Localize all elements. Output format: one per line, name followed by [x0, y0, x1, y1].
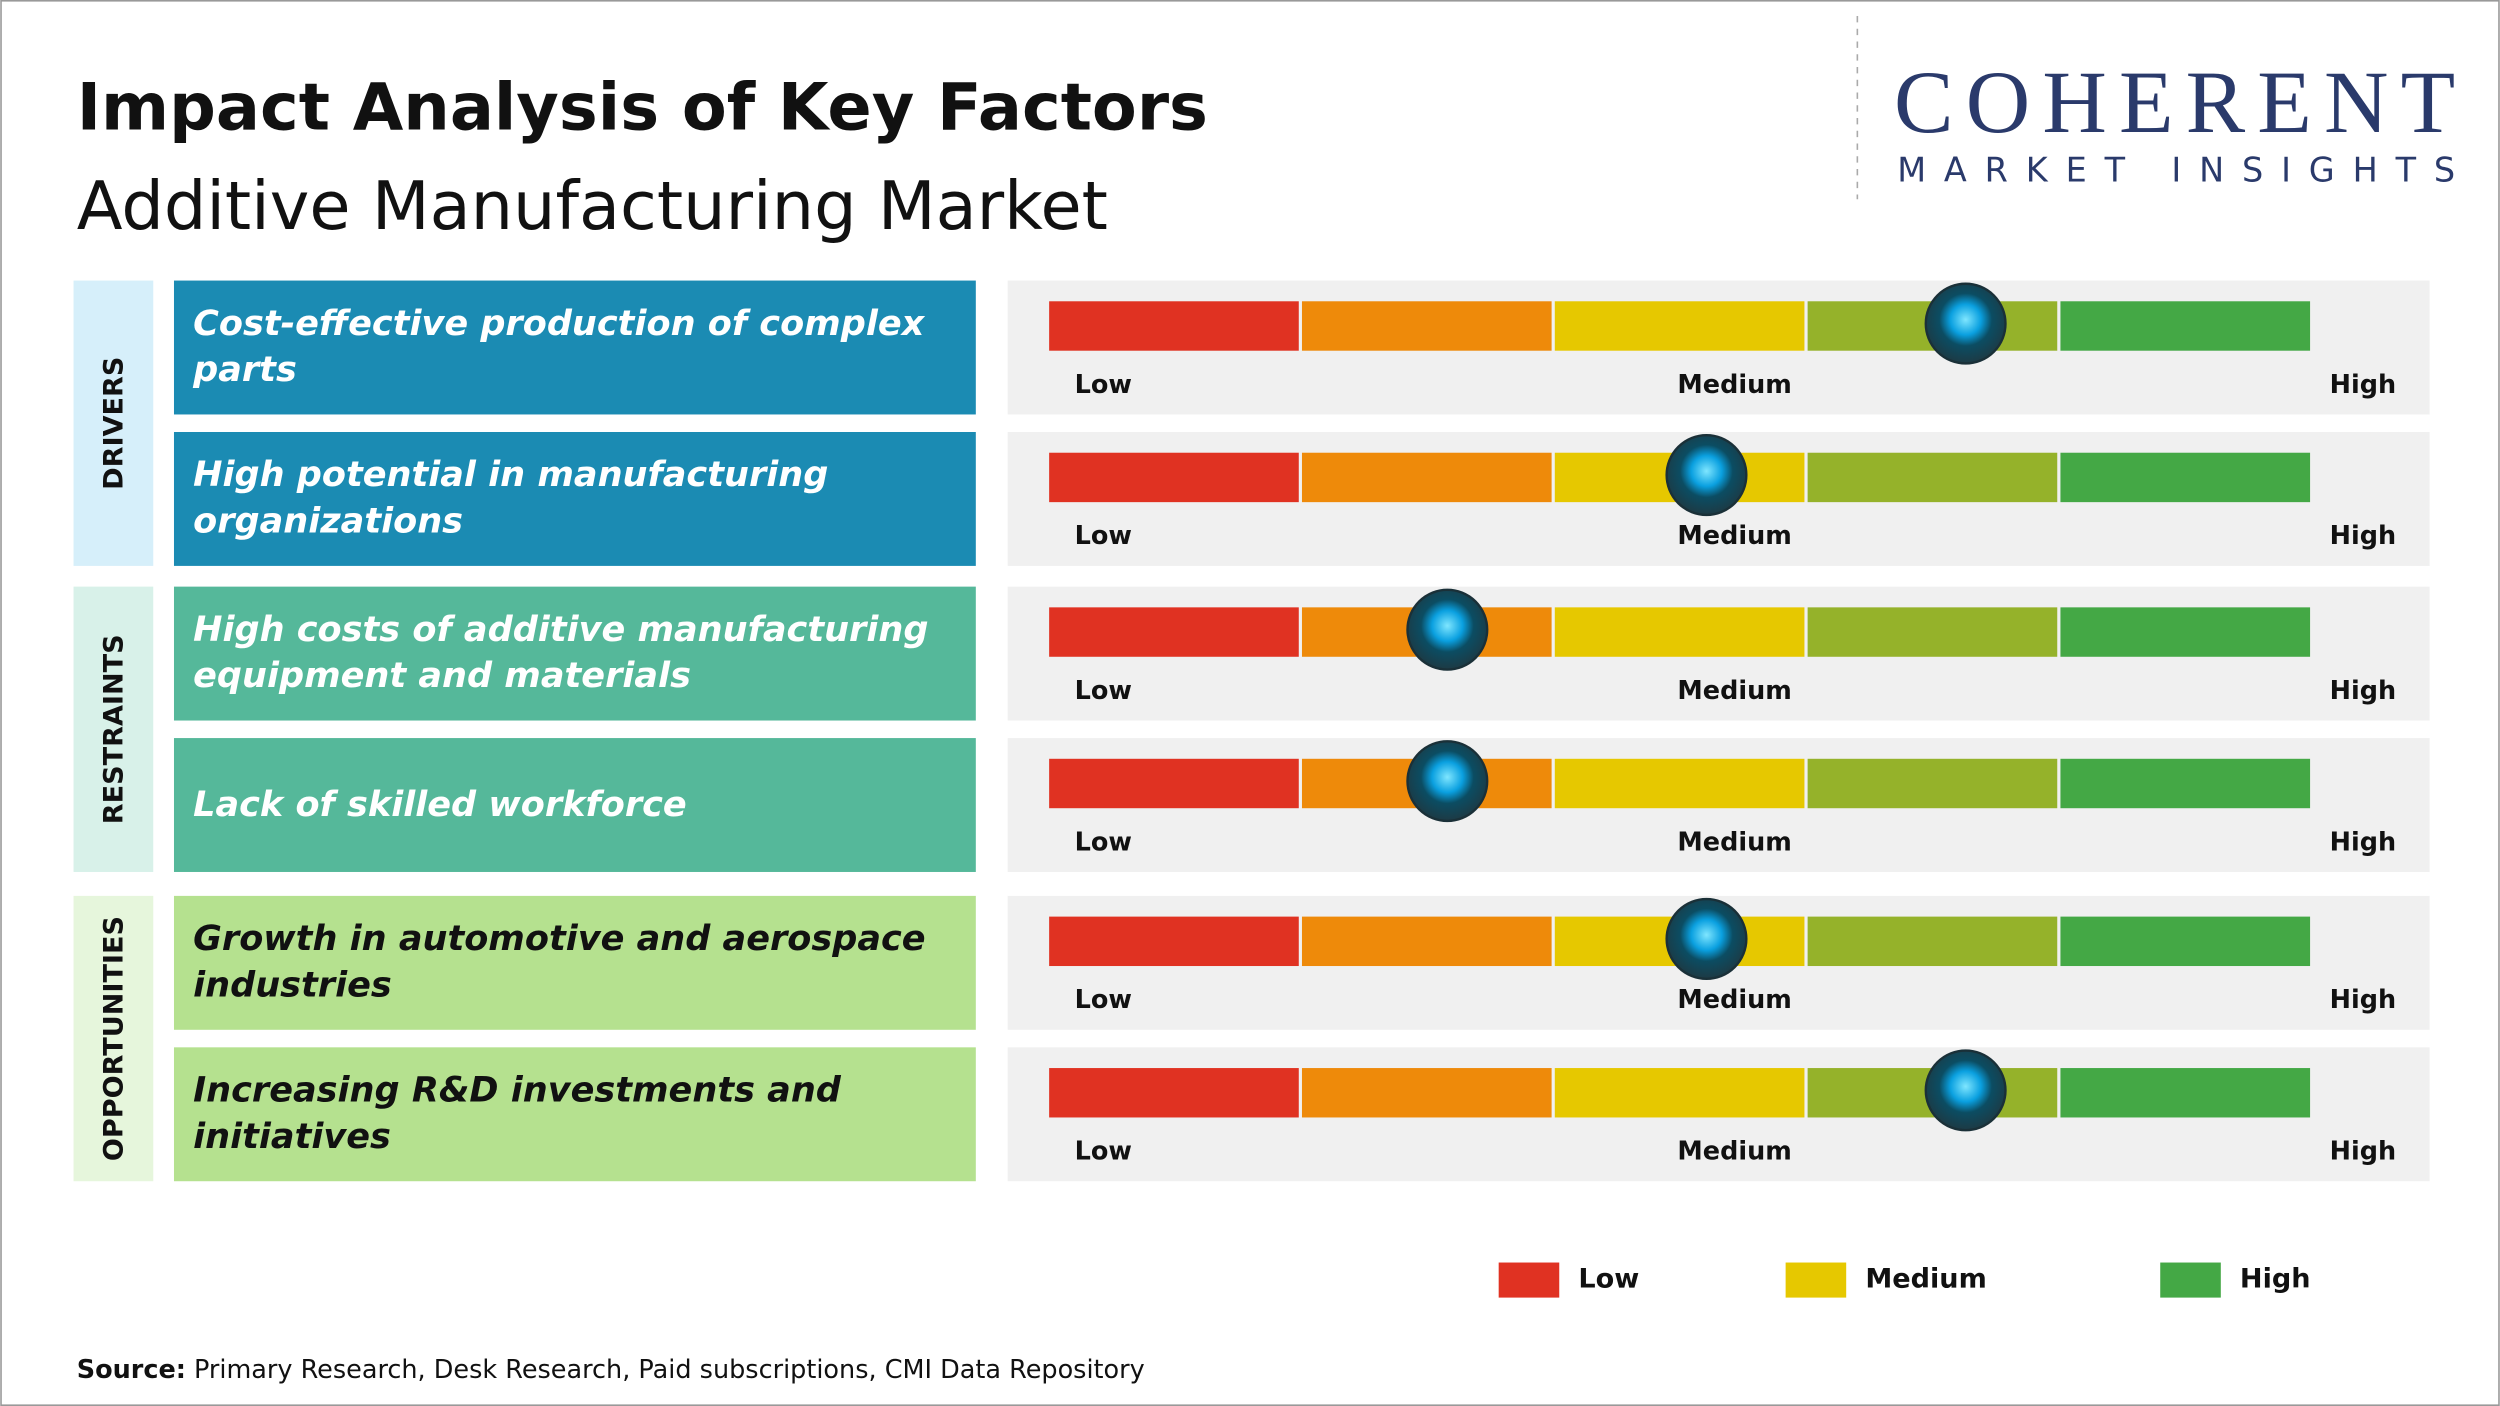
gauge-label: Low	[1075, 985, 1132, 1015]
gauge-label: Medium	[1677, 521, 1791, 551]
gauge-segment	[1301, 301, 1552, 351]
factor-label: High costs of additive manufacturing equ…	[193, 610, 929, 697]
legend-label: Low	[1578, 1264, 1639, 1295]
gauge-segment	[1554, 607, 1805, 657]
factor-label: High potential in manufacturing organiza…	[193, 455, 829, 542]
logo-tagline: MARKET INSIGHTS	[1897, 151, 2455, 190]
gauge-label: High	[2330, 370, 2396, 400]
factor-box	[173, 895, 976, 1030]
gauge-segment	[1807, 758, 2058, 809]
legend-swatch	[1785, 1262, 1847, 1298]
group-label: RESTRAINTS	[98, 634, 129, 824]
legend-label: High	[2240, 1264, 2311, 1295]
impact-knob	[1665, 897, 1748, 980]
gauge-label: Low	[1075, 827, 1132, 857]
title: Impact Analysis of Key Factors	[77, 70, 1208, 146]
factor-text-wrap: Cost-effective production of complex par…	[193, 304, 925, 391]
impact-knob	[1924, 282, 2007, 365]
gauge-segment	[1301, 1068, 1552, 1118]
gauge-label: High	[2330, 1137, 2396, 1167]
factor-label: Lack of skilled workforce	[193, 785, 687, 825]
gauge-label: Medium	[1677, 1137, 1791, 1167]
gauge-label: Medium	[1677, 370, 1791, 400]
gauge-segment	[1807, 452, 2058, 503]
impact-knob	[1406, 740, 1489, 823]
gauge-label: High	[2330, 985, 2396, 1015]
factor-box	[173, 432, 976, 566]
group-box	[73, 586, 154, 872]
subtitle: Additive Manufacturing Market	[77, 167, 1108, 245]
factor-text-wrap: High costs of additive manufacturing equ…	[193, 610, 929, 697]
gauge-segment	[2060, 758, 2311, 809]
gauge-segment	[2060, 1068, 2311, 1118]
gauge-segment	[1049, 607, 1299, 657]
gauge-segment	[2060, 607, 2311, 657]
factor-box	[173, 1047, 976, 1182]
gauge-label: Medium	[1677, 985, 1791, 1015]
gauge-segment	[1554, 758, 1805, 809]
impact-knob	[1665, 433, 1748, 517]
gauge-segment	[1049, 301, 1299, 351]
gauge-segment	[1301, 452, 1552, 503]
factor-label: Growth in automotive and aerospace indus…	[193, 919, 926, 1006]
gauge-segment	[1049, 916, 1299, 967]
factor-label: Cost-effective production of complex par…	[193, 304, 925, 391]
gauge-segment	[1554, 301, 1805, 351]
gauge-segment	[1301, 916, 1552, 967]
factor-text-wrap: High potential in manufacturing organiza…	[193, 455, 829, 542]
impact-knob	[1924, 1049, 2007, 1132]
factor-label: Increasing R&D investments and initiativ…	[193, 1071, 841, 1158]
gauge-label: Medium	[1677, 676, 1791, 706]
gauge-segment	[2060, 916, 2311, 967]
gauge-segment	[1049, 452, 1299, 503]
gauge-label: High	[2330, 521, 2396, 551]
group-label: OPPORTUNITIES	[98, 916, 129, 1161]
gauge-segment	[1049, 758, 1299, 809]
gauge-label: Low	[1075, 370, 1132, 400]
factor-box	[173, 738, 976, 872]
group-box	[73, 280, 154, 566]
source: Source: Primary Research, Desk Research, …	[77, 1355, 1145, 1385]
legend-swatch	[2160, 1262, 2221, 1298]
gauge-label: High	[2330, 676, 2396, 706]
factor-text-wrap: Growth in automotive and aerospace indus…	[193, 919, 926, 1006]
gauge-segment	[1807, 916, 2058, 967]
impact-knob	[1406, 588, 1489, 671]
source-text: Primary Research, Desk Research, Paid su…	[194, 1355, 1145, 1385]
gauge-label: Low	[1075, 521, 1132, 551]
gauge-label: Medium	[1677, 827, 1791, 857]
gauge-segment	[2060, 301, 2311, 351]
legend-swatch	[1498, 1262, 1560, 1298]
group-label: DRIVERS	[98, 357, 129, 490]
gauge-label: Low	[1075, 1137, 1132, 1167]
legend-label: Medium	[1865, 1264, 1986, 1295]
gauge-segment	[2060, 452, 2311, 503]
source-label: Source:	[77, 1355, 186, 1385]
factor-text-wrap: Lack of skilled workforce	[193, 785, 687, 825]
gauge-segment	[1554, 1068, 1805, 1118]
gauge-label: Low	[1075, 676, 1132, 706]
gauge-segment	[1807, 607, 2058, 657]
gauge-segment	[1049, 1068, 1299, 1118]
factor-box	[173, 586, 976, 721]
gauge-label: High	[2330, 827, 2396, 857]
factor-box	[173, 280, 976, 415]
factor-text-wrap: Increasing R&D investments and initiativ…	[193, 1071, 841, 1158]
group-box	[73, 895, 154, 1182]
